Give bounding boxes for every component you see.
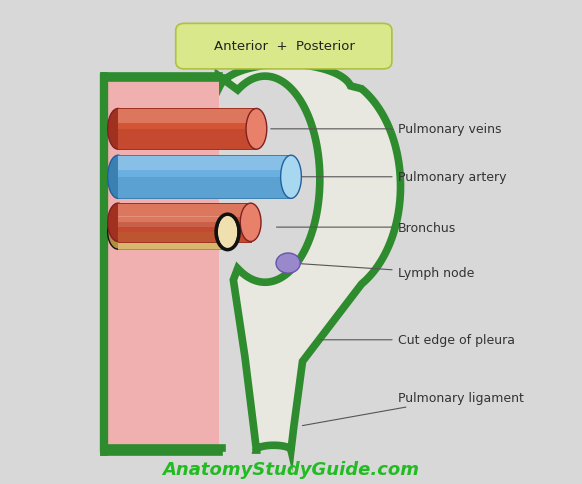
Text: Anterior  +  Posterior: Anterior + Posterior [214, 40, 354, 53]
Ellipse shape [108, 204, 129, 242]
Ellipse shape [281, 156, 301, 199]
FancyBboxPatch shape [176, 24, 392, 70]
Polygon shape [118, 156, 291, 199]
Polygon shape [118, 156, 291, 171]
Circle shape [276, 254, 300, 273]
Polygon shape [118, 215, 228, 227]
Polygon shape [118, 232, 228, 250]
Polygon shape [118, 109, 257, 150]
Text: Pulmonary veins: Pulmonary veins [271, 123, 501, 136]
Ellipse shape [246, 109, 267, 150]
Text: Pulmonary ligament: Pulmonary ligament [303, 391, 524, 426]
Ellipse shape [108, 109, 129, 150]
Text: Cut edge of pleura: Cut edge of pleura [320, 333, 514, 347]
Ellipse shape [217, 215, 238, 250]
Polygon shape [219, 65, 400, 450]
Ellipse shape [108, 215, 129, 250]
Polygon shape [118, 204, 251, 242]
Polygon shape [104, 77, 219, 453]
Text: AnatomyStudyGuide.com: AnatomyStudyGuide.com [162, 460, 420, 478]
Polygon shape [118, 109, 257, 123]
Text: Pulmonary artery: Pulmonary artery [294, 171, 506, 184]
Text: Bronchus: Bronchus [276, 221, 456, 234]
Ellipse shape [240, 204, 261, 242]
Polygon shape [118, 204, 251, 217]
Polygon shape [118, 223, 251, 242]
Polygon shape [118, 215, 228, 250]
Polygon shape [104, 79, 219, 448]
Ellipse shape [108, 156, 129, 199]
Polygon shape [118, 178, 291, 199]
Polygon shape [118, 130, 257, 150]
Text: Lymph node: Lymph node [294, 264, 474, 280]
